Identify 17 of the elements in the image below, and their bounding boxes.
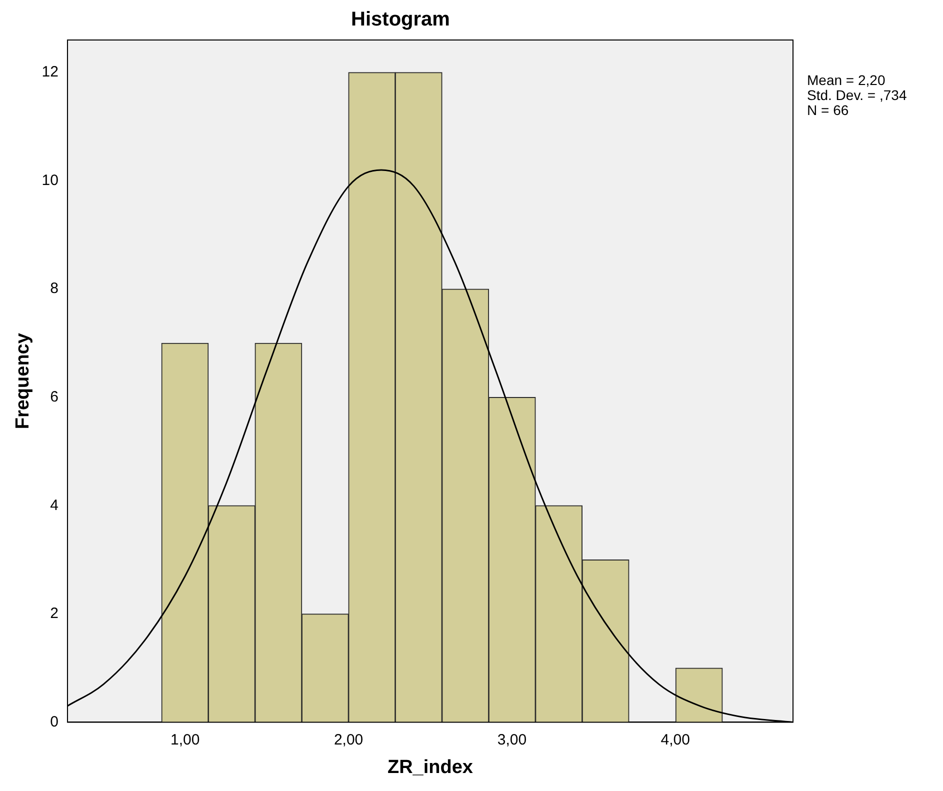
x-tick-label: 1,00 [170,731,200,748]
y-tick-label: 12 [42,64,58,81]
text: Std. Dev. = ,734 [807,86,907,103]
y-axis-title: Frequency [12,332,34,430]
y-tick-label: 6 [50,388,58,406]
x-axis-title: ZR_index [387,756,474,778]
y-tick-label: 8 [50,280,58,298]
text: Mean = 2,20 [807,72,886,88]
x-tick-label: 4,00 [660,731,690,748]
text: N = 66 [807,102,849,118]
x-tick-label: 3,00 [497,731,527,748]
y-tick-label: 2 [50,605,58,622]
y-tick-label: 4 [50,496,58,514]
y-tick-label: 10 [42,172,58,189]
chart-title: Histogram [351,8,450,31]
y-tick-label: 0 [50,713,58,730]
x-tick-label: 2,00 [334,731,364,748]
